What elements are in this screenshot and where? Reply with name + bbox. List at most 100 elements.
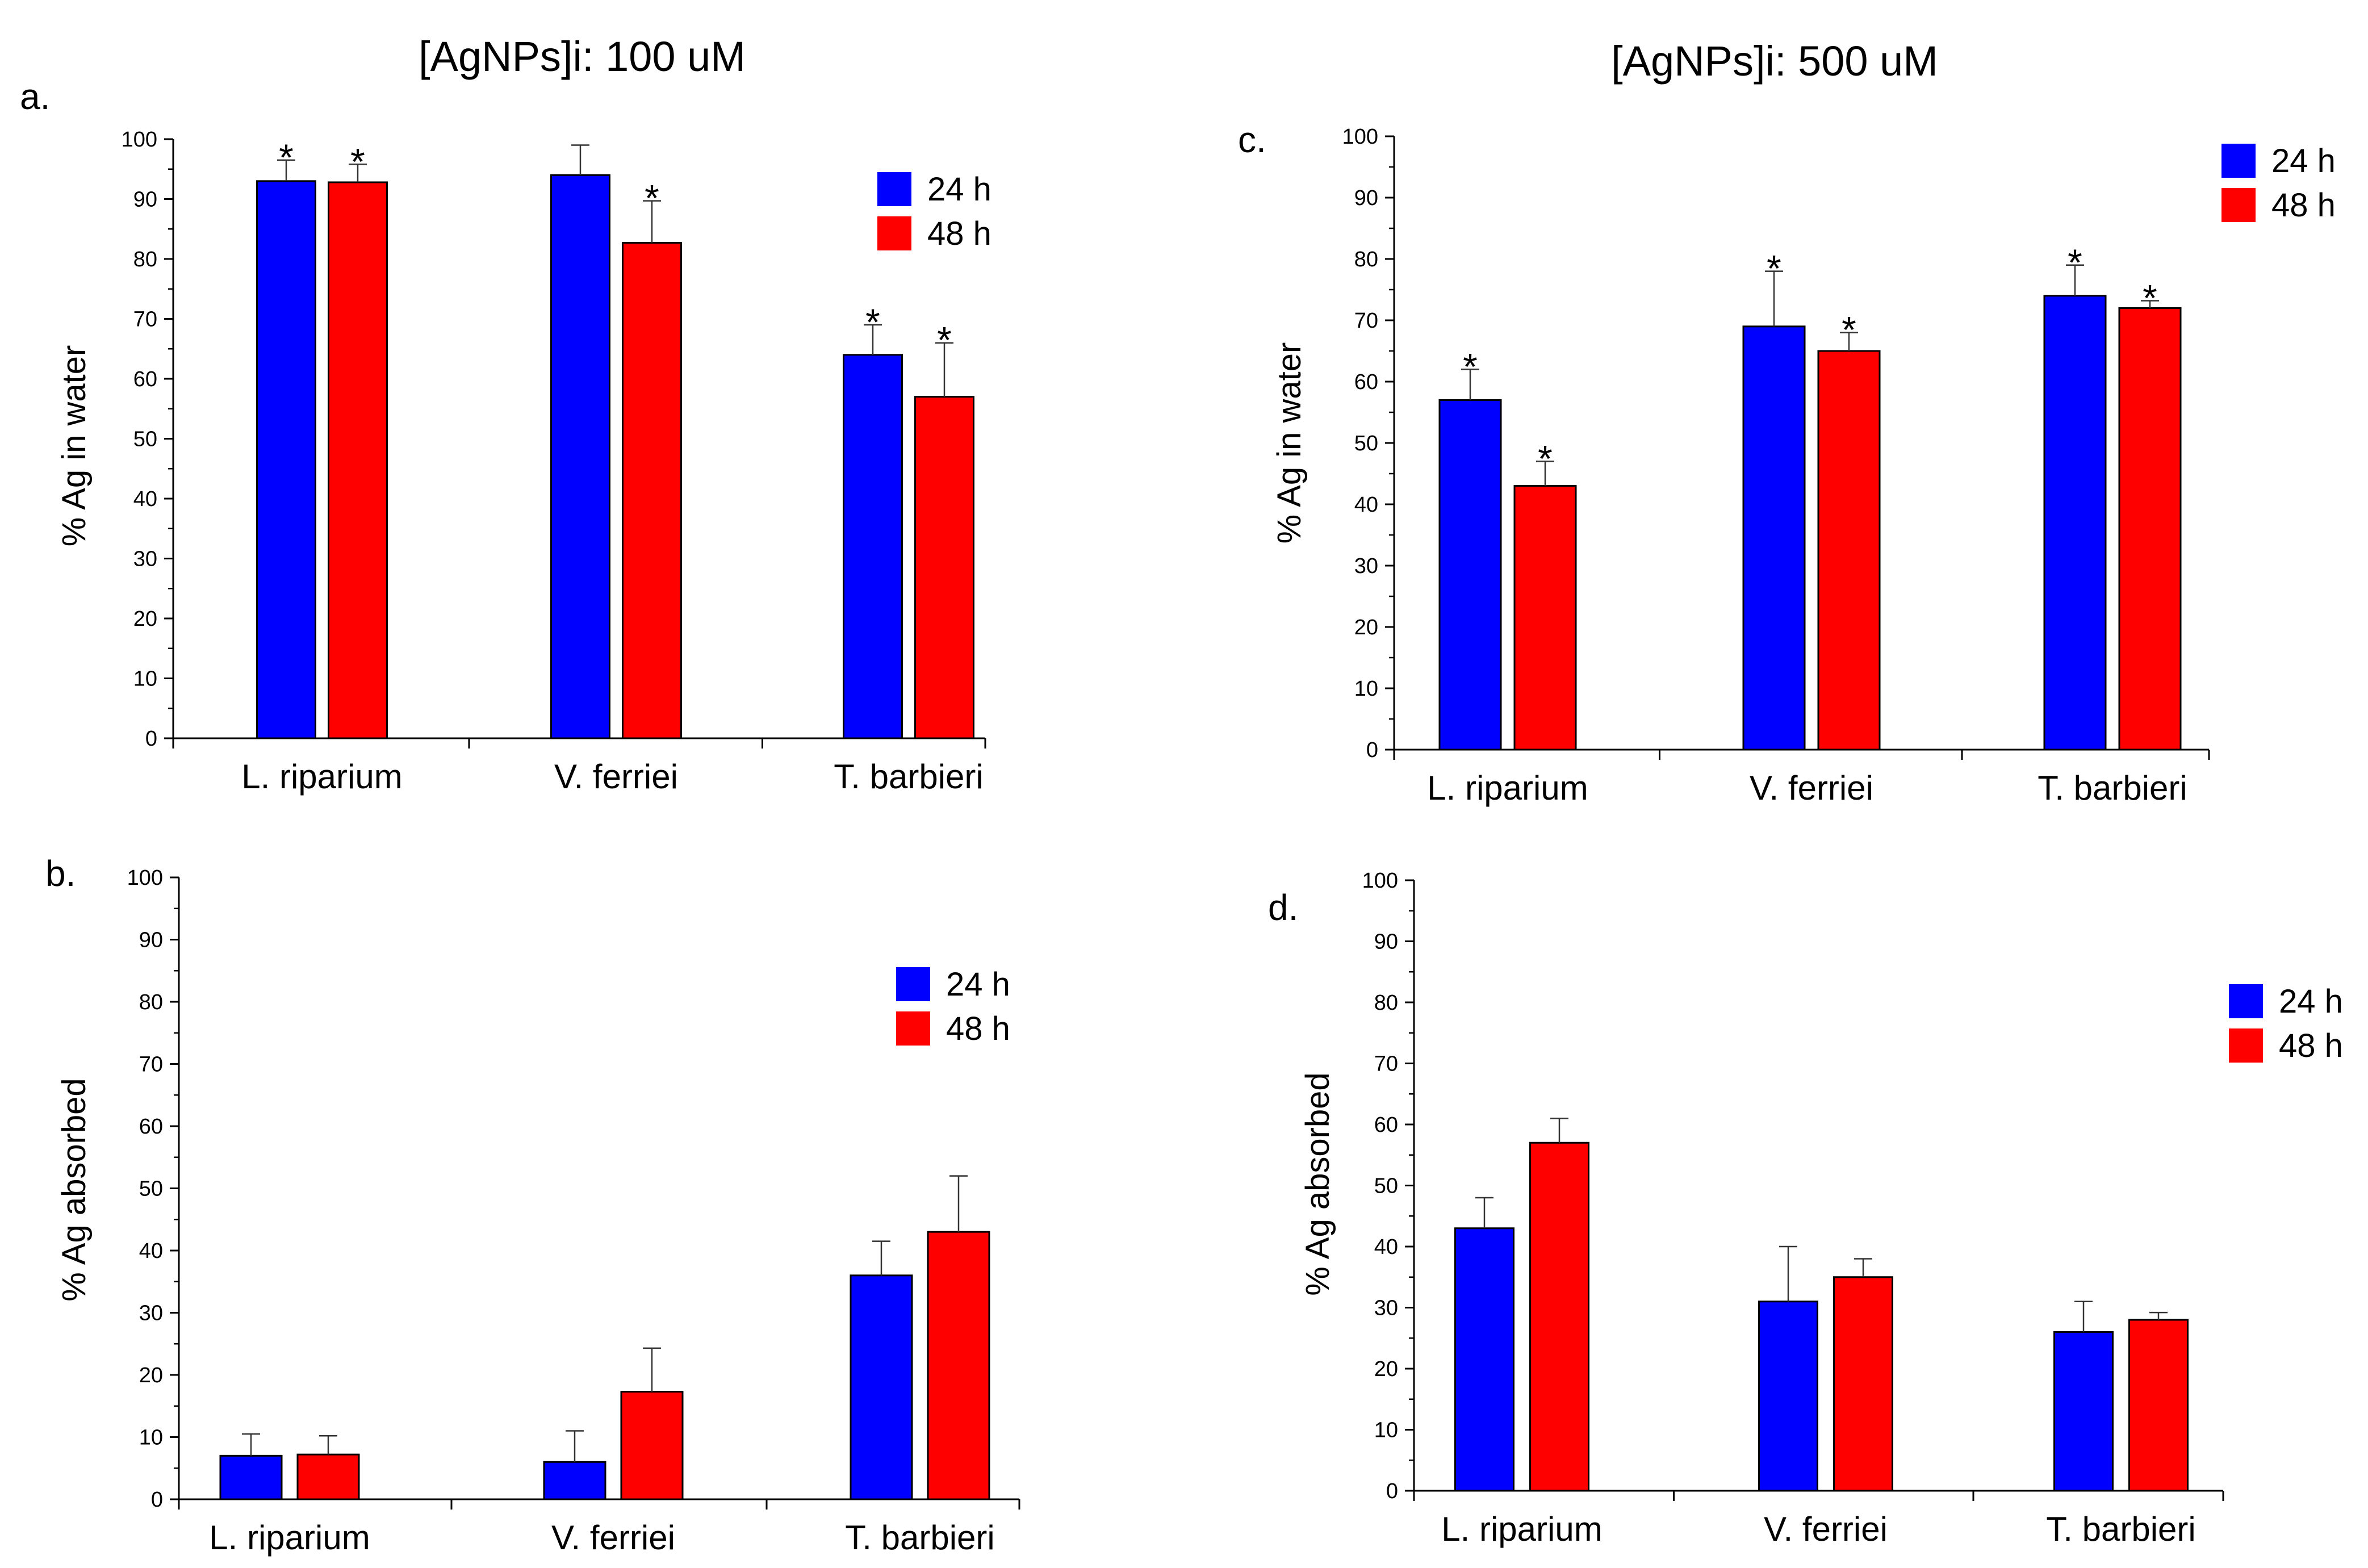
y-tick-label: 90 [139, 929, 163, 952]
y-tick-label: 40 [1374, 1235, 1398, 1259]
bar-48h-1 [622, 242, 682, 739]
y-tick-label: 30 [1354, 554, 1378, 578]
bar-24h-0 [219, 1454, 283, 1500]
bar-48h-2 [927, 1231, 990, 1500]
y-tick-label: 90 [1374, 930, 1398, 954]
bar-48h-2 [2128, 1319, 2189, 1492]
legend-swatch [2221, 144, 2256, 178]
chart-panel-d: d. % Ag absorbed 0 10 20 30 40 50 60 70 80 90 100 L. … [1268, 869, 2343, 1548]
y-tick-label: 60 [139, 1115, 163, 1139]
x-tick-label: V. ferriei [551, 1519, 675, 1557]
y-tick-label: 0 [145, 727, 157, 751]
y-tick-label: 30 [139, 1302, 163, 1326]
bar-24h-1 [550, 174, 610, 739]
bar-24h-1 [543, 1461, 606, 1500]
y-tick-label: 40 [133, 487, 157, 511]
right-heading: [AgNPs]i: 500 uM [1611, 37, 1938, 85]
legend-swatch [877, 216, 911, 250]
y-axis-title: % Ag absorbed [56, 1078, 93, 1301]
bar-48h-0 [328, 181, 388, 739]
bar-24h-2 [843, 354, 903, 739]
y-tick-label: 100 [1362, 869, 1398, 893]
bar-48h-1 [1817, 350, 1881, 751]
panel-label: d. [1268, 887, 1298, 928]
y-tick-label: 40 [1354, 493, 1378, 517]
bar-48h-0 [296, 1453, 360, 1500]
significance-mark: * [2068, 241, 2082, 283]
y-tick-label: 100 [122, 128, 157, 152]
y-tick-label: 50 [133, 428, 157, 451]
legend-swatch [2229, 1028, 2263, 1063]
bar-24h-0 [256, 180, 316, 739]
y-tick-label: 90 [1354, 186, 1378, 210]
panel-label: a. [20, 76, 50, 117]
y-tick-label: 60 [1354, 370, 1378, 394]
x-tick-label: V. ferriei [554, 758, 678, 796]
y-tick-label: 40 [139, 1239, 163, 1263]
x-tick-label: L. riparium [1427, 769, 1588, 807]
y-axis-title: % Ag absorbed [1299, 1072, 1336, 1295]
bar-48h-0 [1529, 1141, 1589, 1492]
y-tick-label: 10 [1354, 677, 1378, 701]
x-tick-label: T. barbieri [834, 758, 983, 796]
y-tick-label: 0 [1366, 738, 1378, 762]
legend-label: 48 h [2271, 187, 2336, 224]
y-tick-label: 20 [139, 1364, 163, 1387]
bar-24h-0 [1454, 1227, 1514, 1492]
bar-48h-1 [620, 1391, 684, 1500]
x-tick-label: T. barbieri [845, 1519, 994, 1557]
significance-mark: * [1463, 345, 1478, 387]
y-tick-label: 50 [1374, 1174, 1398, 1198]
y-tick-label: 80 [139, 990, 163, 1014]
y-tick-label: 100 [1342, 125, 1378, 149]
legend-label: 48 h [2279, 1027, 2343, 1064]
y-tick-label: 20 [133, 607, 157, 631]
legend-swatch [877, 172, 911, 206]
y-tick-label: 70 [1374, 1052, 1398, 1076]
legend-label: 24 h [2271, 143, 2336, 179]
y-tick-label: 60 [1374, 1113, 1398, 1137]
y-axis-title: % Ag in water [1271, 342, 1308, 544]
bar-24h-2 [2043, 295, 2107, 751]
y-tick-label: 80 [1354, 248, 1378, 271]
x-tick-label: L. riparium [1441, 1510, 1602, 1548]
bar-48h-2 [2118, 307, 2182, 751]
bar-48h-2 [914, 396, 974, 739]
x-tick-label: T. barbieri [2038, 769, 2187, 807]
y-tick-label: 0 [151, 1488, 163, 1512]
y-tick-label: 50 [139, 1177, 163, 1201]
y-tick-label: 20 [1354, 616, 1378, 639]
significance-mark: * [350, 140, 365, 182]
y-tick-label: 10 [139, 1426, 163, 1450]
x-tick-label: L. riparium [209, 1519, 370, 1557]
y-tick-label: 30 [1374, 1297, 1398, 1320]
significance-mark: * [1767, 248, 1781, 290]
y-tick-label: 70 [1354, 309, 1378, 333]
y-tick-label: 80 [1374, 991, 1398, 1015]
chart-panel-c: c. % Ag in water * * * * * * 0 10 20 30 40 50 60 70 80 90… [1238, 119, 2336, 807]
significance-mark: * [865, 301, 880, 343]
x-tick-label: L. riparium [241, 758, 402, 796]
bar-24h-1 [1742, 325, 1806, 751]
bar-48h-1 [1833, 1276, 1893, 1492]
significance-mark: * [279, 136, 294, 178]
legend-swatch [2221, 188, 2256, 222]
legend-label: 24 h [946, 966, 1010, 1003]
y-tick-label: 0 [1386, 1479, 1398, 1503]
panel-label: b. [45, 853, 76, 894]
bar-48h-0 [1513, 485, 1577, 751]
chart-panel-a: a. % Ag in water * * * * * 0 10 20 30 40 50 60 70 80 90 1… [20, 76, 991, 796]
y-tick-label: 10 [133, 667, 157, 691]
legend-swatch [896, 967, 930, 1001]
chart-panel-b: b. % Ag absorbed 0 10 20 30 40 50 60 70 80 90 100 L. … [45, 853, 1020, 1557]
bar-24h-0 [1438, 399, 1502, 751]
y-tick-label: 70 [139, 1053, 163, 1077]
legend-label: 24 h [927, 171, 991, 208]
legend-swatch [2229, 984, 2263, 1018]
x-tick-label: V. ferriei [1764, 1510, 1888, 1548]
y-tick-label: 100 [127, 866, 163, 890]
y-tick-label: 10 [1374, 1419, 1398, 1442]
y-tick-label: 70 [133, 308, 157, 332]
y-tick-label: 60 [133, 367, 157, 391]
